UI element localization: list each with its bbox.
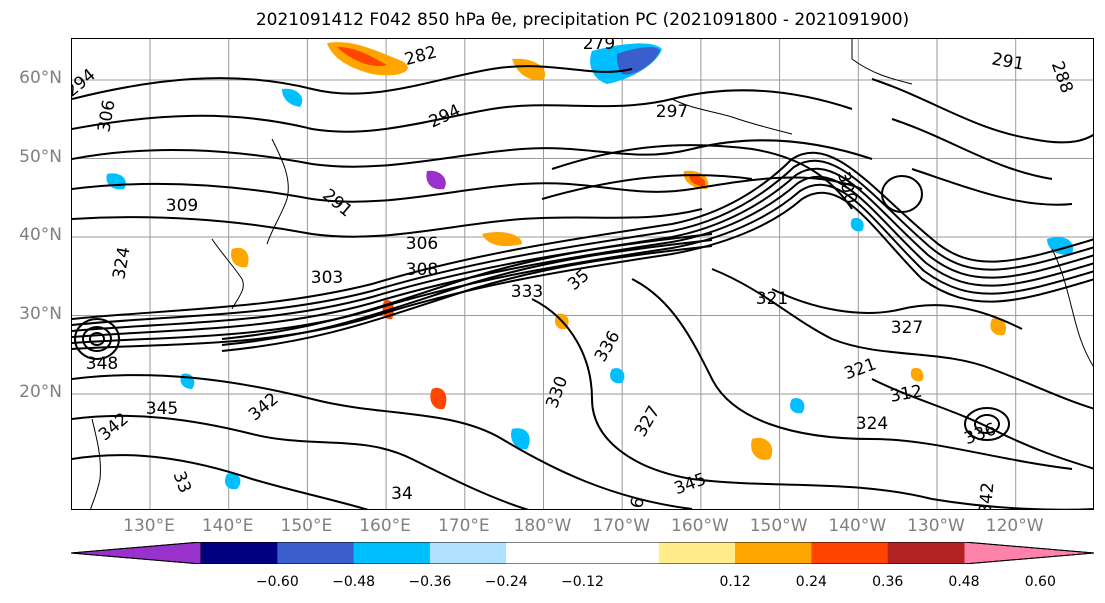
contour-label: 336 <box>962 419 999 449</box>
contour-label: 291 <box>318 185 356 221</box>
contour-label: 291 <box>990 49 1025 74</box>
contour-label: 294 <box>426 101 464 133</box>
colorbar-tick-label: −0.48 <box>332 574 376 590</box>
contour-label: 312 <box>888 381 923 406</box>
contour-label: 34 <box>391 484 413 504</box>
contour-label: 321 <box>756 289 788 309</box>
colorbar-extend-low <box>71 542 202 564</box>
theta-e-contours <box>72 65 1093 509</box>
contour-label: 33 <box>169 469 195 496</box>
contour-label: 345 <box>672 469 709 499</box>
latitude-label: 30°N <box>19 303 62 324</box>
colorbar-tick-label: 0.12 <box>719 574 751 590</box>
longitude-label: 140°W <box>828 516 887 536</box>
colorbar-cell <box>582 542 660 564</box>
contour-label: 333 <box>511 282 543 302</box>
colorbar-extend-high <box>963 542 1094 564</box>
colorbar <box>71 542 1094 564</box>
longitude-label: 160°E <box>359 516 411 536</box>
contour-label: 297 <box>656 102 688 122</box>
contour-label: 36 <box>625 496 648 510</box>
latitude-label: 40°N <box>19 225 62 245</box>
longitude-label: 130°W <box>907 516 965 536</box>
colorbar-tick-label: 0.24 <box>795 574 827 590</box>
contour-label: 336 <box>591 327 625 365</box>
contour-label: 342 <box>95 409 133 445</box>
colorbar-tick-label: 0.48 <box>948 574 980 590</box>
contour-label: 330 <box>542 374 572 411</box>
latitude-label: 50°N <box>19 146 62 167</box>
map-panel: 294 306 282 279 291 288 294 297 309 291 306 324 300 3… <box>71 38 1094 510</box>
colorbar-tick-label: −0.24 <box>484 574 528 590</box>
contour-label: 324 <box>856 414 888 434</box>
contour-label: 342 <box>245 389 283 425</box>
longitude-label: 120°W <box>985 516 1044 536</box>
contour-label: 327 <box>891 318 923 338</box>
colorbar-cell <box>353 542 431 564</box>
longitude-label: 150°E <box>280 516 333 536</box>
colorbar-cell <box>658 542 736 564</box>
colorbar-cell <box>429 542 507 564</box>
contour-label: 345 <box>146 399 178 419</box>
colorbar-cell <box>811 542 889 564</box>
contour-label: 306 <box>406 234 438 254</box>
longitude-label: 140°E <box>201 516 254 536</box>
contour-label: 306 <box>94 98 119 133</box>
longitude-label: 130°E <box>123 516 175 536</box>
contour-label: 309 <box>166 196 198 216</box>
precipitation-shading <box>106 42 1073 490</box>
colorbar-tick-label: 0.60 <box>1024 574 1056 590</box>
longitude-label: 170°E <box>437 516 490 536</box>
graticule <box>72 39 1093 509</box>
colorbar-cell <box>506 542 583 564</box>
contour-label: 303 <box>311 268 343 288</box>
longitude-label: 160°W <box>671 516 729 536</box>
contour-label: 348 <box>86 354 118 374</box>
colorbar-tick-label: −0.12 <box>561 574 604 590</box>
colorbar-cell <box>735 542 812 564</box>
contour-label: 282 <box>402 42 439 70</box>
coastlines <box>90 39 1093 509</box>
colorbar-cell <box>201 542 278 564</box>
contour-label: 324 <box>109 245 134 280</box>
longitude-label: 170°W <box>592 516 651 536</box>
colorbar-tick-label: 0.36 <box>872 574 904 590</box>
contour-label: 279 <box>583 39 615 54</box>
colorbar-cell <box>887 542 965 564</box>
contour-label: 308 <box>406 260 438 280</box>
contour-label: 342 <box>976 482 999 510</box>
colorbar-tick-label: −0.60 <box>255 574 299 590</box>
map-title: 2021091412 F042 850 hPa θe, precipitatio… <box>255 10 910 30</box>
colorbar-cell <box>277 542 355 564</box>
longitude-label: 150°W <box>749 516 808 536</box>
latitude-label: 60°N <box>19 68 62 88</box>
contour-label: 327 <box>631 402 665 440</box>
longitude-label: 180°W <box>513 516 572 536</box>
contour-label: 300 <box>833 169 861 206</box>
latitude-label: 20°N <box>19 382 62 402</box>
contour-label: 288 <box>1047 59 1077 96</box>
colorbar-tick-label: −0.36 <box>408 574 452 590</box>
